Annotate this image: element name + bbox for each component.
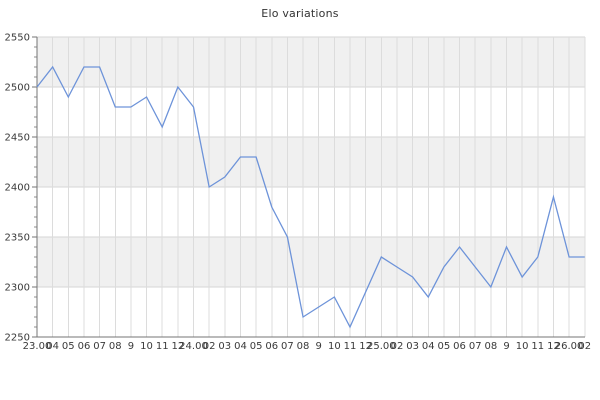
x-tick-label: 08: [109, 341, 122, 352]
x-tick-label: 10: [516, 341, 529, 352]
x-tick-label: 03: [218, 341, 231, 352]
x-tick-label: 04: [422, 341, 435, 352]
v-gridlines: [36, 37, 586, 337]
y-tick-label: 2450: [5, 133, 30, 144]
x-tick-label: 06: [265, 341, 278, 352]
x-tick-label: 12: [359, 341, 372, 352]
x-tick-label: 05: [438, 341, 451, 352]
x-tick-label: 9: [503, 341, 509, 352]
x-tick-label: 07: [281, 341, 294, 352]
x-tick-label: 04: [46, 341, 59, 352]
x-tick-label: 03: [406, 341, 419, 352]
y-tick-marks: [32, 36, 37, 338]
x-tick-label: 25.00: [367, 341, 396, 352]
x-tick-label: 02: [578, 341, 591, 352]
x-tick-label: 10: [328, 341, 341, 352]
x-tick-label: 11: [344, 341, 357, 352]
elo-series-line: [36, 65, 585, 329]
x-tick-label: 12: [171, 341, 184, 352]
x-tick-label: 11: [531, 341, 544, 352]
y-tick-label: 2500: [5, 83, 30, 94]
x-tick-label: 9: [316, 341, 322, 352]
x-tick-label: 06: [78, 341, 91, 352]
x-tick-label: 24.00: [179, 341, 208, 352]
y-tick-label: 2350: [5, 233, 30, 244]
chart-title: Elo variations: [261, 7, 339, 20]
x-tick-label: 12: [547, 341, 560, 352]
y-tick-labels: 2550 2500 2450 2400 2350 2300 2250: [5, 33, 30, 344]
x-tick-label: 07: [469, 341, 482, 352]
x-tick-label: 07: [93, 341, 106, 352]
x-tick-label: 11: [156, 341, 169, 352]
y-tick-label: 2400: [5, 183, 30, 194]
y-tick-label: 2250: [5, 333, 30, 344]
x-tick-label: 04: [234, 341, 247, 352]
x-tick-label: 02: [203, 341, 216, 352]
plot-bands: [37, 37, 585, 287]
x-tick-label: 10: [140, 341, 153, 352]
x-tick-label: 05: [62, 341, 75, 352]
y-tick-label: 2300: [5, 283, 30, 294]
x-tick-label: 02: [391, 341, 404, 352]
x-tick-label: 9: [128, 341, 134, 352]
x-tick-label: 06: [453, 341, 466, 352]
x-tick-label: 08: [484, 341, 497, 352]
series: [36, 65, 585, 329]
x-tick-label: 23.00: [23, 341, 52, 352]
y-tick-label: 2550: [5, 33, 30, 44]
x-tick-label: 26.00: [555, 341, 584, 352]
x-tick-label: 05: [250, 341, 263, 352]
x-tick-label: 08: [297, 341, 310, 352]
